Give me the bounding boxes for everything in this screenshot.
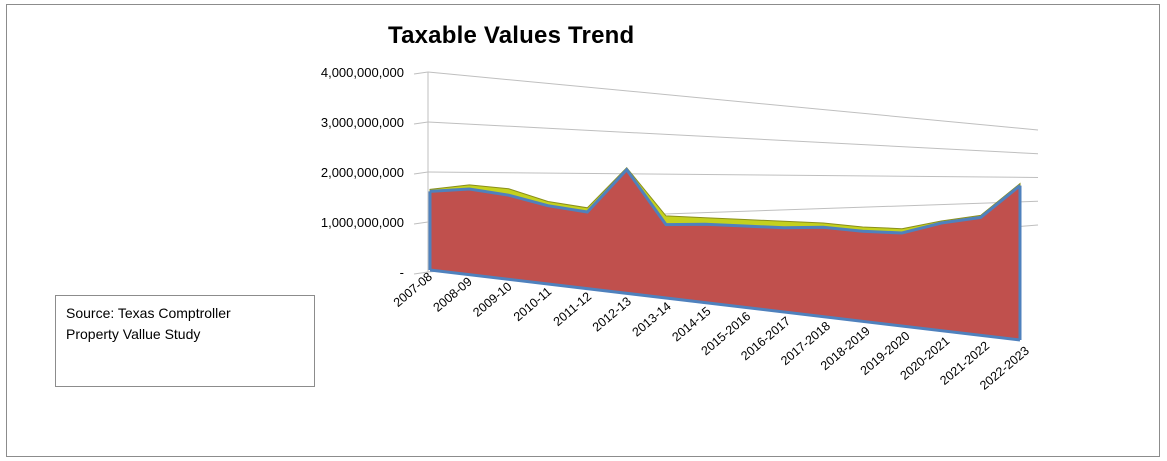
series-front-outline xyxy=(429,167,1021,235)
y-gridline xyxy=(427,121,1039,155)
source-note-line-1: Source: Texas Comptroller xyxy=(66,305,231,321)
chart-title: Taxable Values Trend xyxy=(388,22,635,49)
x-tick-label: 2010-11 xyxy=(511,284,554,324)
y-gridline-stub xyxy=(413,71,429,75)
y-gridline-stub xyxy=(413,121,429,125)
y-tick-label: 1,000,000,000 xyxy=(321,215,404,230)
source-note: Source: Texas Comptroller Property Vallu… xyxy=(55,295,315,387)
x-tick-label: 2013-14 xyxy=(630,299,674,339)
x-tick-label: 2007-08 xyxy=(391,270,435,310)
source-note-line-2: Property Vallue Study xyxy=(66,326,201,342)
y-gridline-stub xyxy=(413,171,429,175)
y-gridline-stub xyxy=(413,271,429,275)
y-tick-label: 3,000,000,000 xyxy=(321,115,404,130)
y-tick-label: - xyxy=(400,265,404,280)
x-tick-label: 2014-15 xyxy=(669,304,713,344)
y-tick-label: 4,000,000,000 xyxy=(321,65,404,80)
x-tick-label: 2009-10 xyxy=(470,279,514,319)
y-gridline xyxy=(427,71,1039,131)
series-front-baseline xyxy=(429,268,1021,342)
x-tick-label: 2012-13 xyxy=(590,294,634,334)
y-gridline xyxy=(427,171,1039,178)
y-tick-label: 2,000,000,000 xyxy=(321,165,404,180)
x-tick-label: 2008-09 xyxy=(431,274,475,314)
x-tick-label: 2011-12 xyxy=(551,289,594,329)
series-front-area xyxy=(430,169,1020,340)
y-gridline-stub xyxy=(413,221,429,225)
